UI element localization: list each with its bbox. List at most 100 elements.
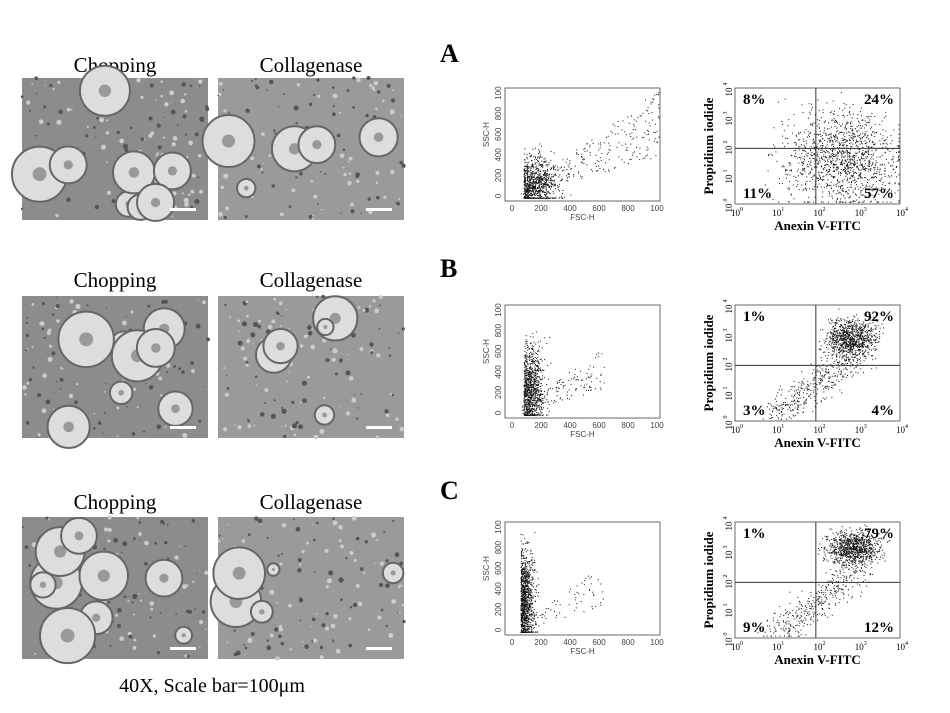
event-dot [843, 349, 845, 351]
event-dot [854, 339, 856, 341]
event-dot [538, 193, 540, 195]
event-dot [546, 394, 548, 396]
cell-core [329, 312, 341, 324]
event-dot [849, 186, 851, 188]
event-dot [804, 171, 806, 173]
event-dot [633, 123, 635, 125]
event-dot [833, 329, 835, 331]
event-dot [812, 139, 814, 141]
event-dot [827, 332, 829, 334]
event-dot [844, 358, 846, 360]
event-dot [525, 339, 527, 341]
speck [182, 432, 188, 439]
event-dot [832, 335, 834, 337]
speck [262, 162, 265, 165]
event-dot [526, 385, 528, 387]
event-dot [854, 152, 856, 154]
event-dot [831, 195, 833, 197]
speck [171, 215, 174, 218]
event-dot [806, 136, 808, 138]
event-dot [530, 398, 532, 400]
event-dot [529, 191, 531, 193]
speck [93, 412, 96, 415]
event-dot [531, 186, 533, 188]
event-dot [538, 389, 540, 391]
event-dot [535, 400, 537, 402]
speck [362, 308, 366, 312]
event-dot [535, 184, 537, 186]
speck [148, 385, 154, 390]
speck [69, 299, 74, 304]
event-dot [853, 359, 855, 361]
event-dot [540, 182, 542, 184]
event-dot [530, 385, 532, 387]
event-dot [869, 185, 871, 187]
event-dot [827, 184, 829, 186]
event-dot [529, 169, 531, 171]
speck [371, 85, 375, 90]
event-dot [555, 188, 557, 190]
event-dot [845, 160, 847, 162]
event-dot [838, 356, 840, 358]
event-dot [544, 401, 546, 403]
event-dot [846, 340, 848, 342]
event-dot [841, 325, 843, 327]
event-dot [530, 197, 532, 199]
event-dot [810, 165, 812, 167]
speck [264, 402, 266, 405]
speck [374, 308, 379, 314]
speck [205, 337, 210, 342]
speck [311, 214, 314, 217]
event-dot [883, 140, 885, 142]
speck [203, 386, 206, 388]
event-dot [584, 384, 586, 386]
event-dot [845, 146, 847, 148]
event-dot [532, 191, 534, 193]
event-dot [857, 113, 859, 115]
event-dot [647, 107, 649, 109]
speck [313, 434, 319, 440]
event-dot [804, 187, 806, 189]
speck [299, 171, 303, 176]
event-dot [814, 148, 816, 150]
event-dot [861, 163, 863, 165]
event-dot [834, 323, 836, 325]
event-dot [845, 161, 847, 163]
event-dot [856, 361, 858, 363]
event-dot [831, 149, 833, 151]
event-dot [795, 144, 797, 146]
event-dot [855, 323, 857, 325]
event-dot [847, 335, 849, 337]
event-dot [528, 188, 530, 190]
event-dot [651, 119, 653, 121]
event-dot [829, 170, 831, 172]
event-dot [530, 366, 532, 368]
x-tick-label: 200 [534, 204, 548, 213]
speck [164, 102, 169, 107]
event-dot [567, 164, 569, 166]
event-dot [529, 372, 531, 374]
event-dot [834, 164, 836, 166]
speck [283, 434, 287, 438]
event-dot [874, 144, 876, 146]
event-dot [837, 148, 839, 150]
event-dot [544, 359, 546, 361]
event-dot [534, 194, 536, 196]
event-dot [528, 194, 530, 196]
event-dot [781, 120, 783, 122]
event-dot [530, 194, 532, 196]
speck [331, 357, 336, 362]
event-dot [533, 399, 535, 401]
event-dot [842, 343, 844, 345]
event-dot [821, 378, 823, 380]
event-dot [786, 404, 788, 406]
event-dot [845, 330, 847, 332]
event-dot [538, 188, 540, 190]
event-dot [536, 158, 538, 160]
event-dot [875, 148, 877, 150]
event-dot [819, 366, 821, 368]
speck [350, 209, 355, 214]
event-dot [862, 125, 864, 127]
event-dot [530, 178, 532, 180]
event-dot [813, 141, 815, 143]
